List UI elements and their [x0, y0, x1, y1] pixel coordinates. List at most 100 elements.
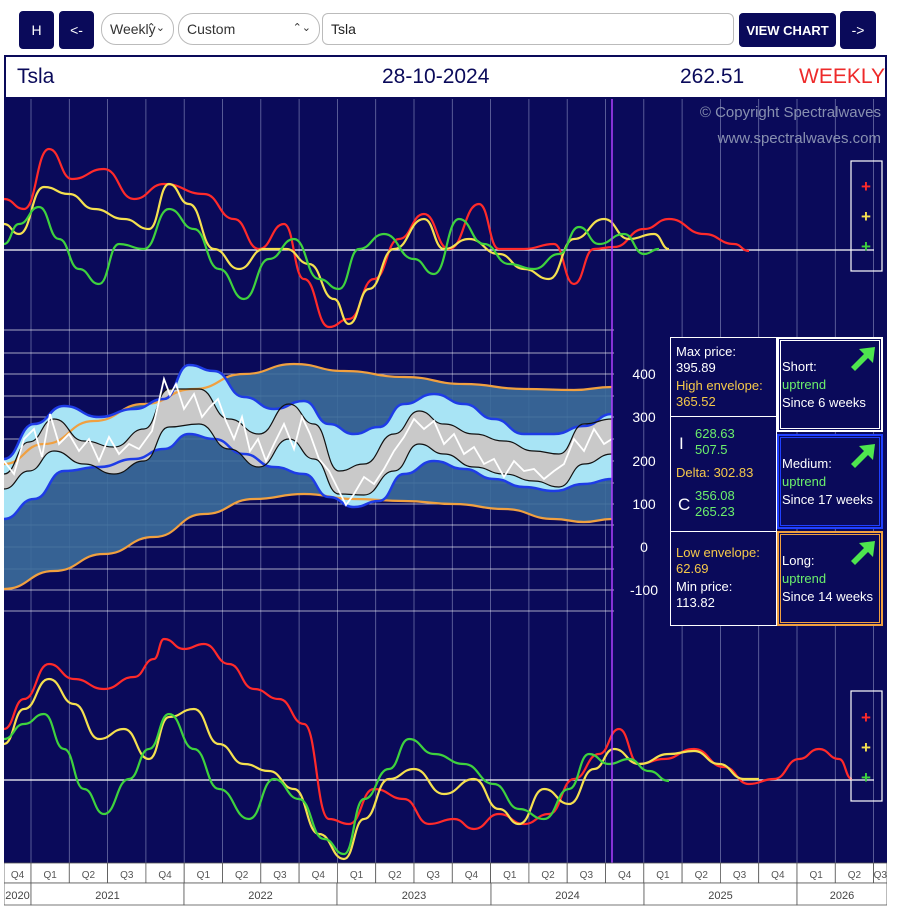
period-select-value: Weekly	[110, 21, 156, 37]
header-price: 262.51	[680, 65, 745, 88]
quarter-label: Q2	[695, 870, 709, 881]
i-value-2: 507.5	[695, 442, 728, 457]
quarter-label: Q4	[11, 870, 25, 881]
quarter-label: Q3	[733, 870, 747, 881]
top-green-line	[4, 205, 660, 301]
top-red-line	[4, 147, 750, 329]
stats-panel: Max price: 395.89 High envelope: 365.52 …	[670, 337, 777, 626]
y-tick-label: 300	[632, 409, 656, 425]
price-line	[4, 375, 613, 507]
y-tick-label: 100	[632, 496, 656, 512]
core-lower-line	[4, 423, 613, 496]
quarter-label: Q3	[426, 870, 440, 881]
trend-inner-frame	[780, 534, 880, 623]
year-label: 2024	[555, 890, 579, 902]
green-plus-icon[interactable]: +	[861, 237, 871, 256]
green-plus-icon[interactable]: +	[861, 768, 871, 787]
forward-button[interactable]: ->	[840, 11, 876, 49]
bottom-yellow-line	[4, 677, 759, 861]
quarter-label: Q3	[580, 870, 594, 881]
y-tick-label: 200	[632, 453, 656, 469]
yellow-plus-icon[interactable]: +	[861, 207, 871, 226]
quarter-label: Q4	[158, 870, 172, 881]
year-label: 2026	[830, 890, 854, 902]
top-oscillator	[4, 147, 874, 329]
trend-since: Since 6 weeks	[782, 395, 866, 410]
i-label: I	[679, 434, 684, 453]
trend-status: uptrend	[782, 571, 827, 586]
yellow-plus-icon[interactable]: +	[861, 738, 871, 757]
quarter-label: Q2	[848, 870, 862, 881]
watermark-copyright: © Copyright Spectralwaves	[700, 104, 881, 121]
range-select[interactable]: Custom ⌃⌄	[178, 13, 320, 45]
quarter-axis: Q4 Q1 Q2 Q3 Q4 Q1 Q2 Q3 Q4 Q1 Q2 Q3 Q4 Q1 Q2 Q3 Q4 Q1 Q2 Q3…	[4, 862, 887, 884]
bottom-green-line	[4, 712, 670, 856]
top-legend-box	[850, 160, 883, 272]
bottom-red-line	[4, 637, 853, 831]
high-envelope-label: High envelope:	[676, 378, 763, 393]
low-envelope-label: Low envelope:	[676, 545, 760, 560]
bottom-legend-box	[850, 690, 883, 802]
symbol-input[interactable]: Tsla	[322, 13, 734, 45]
trend-term: Short:	[782, 359, 817, 374]
bottom-legend: + + +	[850, 690, 883, 802]
trend-inner-frame	[780, 437, 880, 526]
y-axis-labels: 400 300 200 100 0 -100	[630, 366, 658, 598]
arrow-up-right-icon	[851, 444, 875, 468]
year-label: 2023	[402, 890, 426, 902]
header-symbol: Tsla	[17, 65, 55, 88]
bottom-oscillator	[4, 637, 874, 861]
delta-value: Delta: 302.83	[676, 465, 754, 480]
top-legend: + + +	[850, 160, 883, 272]
year-label: 2025	[708, 890, 732, 902]
watermark-url: www.spectralwaves.com	[717, 130, 881, 147]
year-label: 2022	[248, 890, 272, 902]
high-envelope-value: 365.52	[676, 394, 716, 409]
quarter-label: Q2	[541, 870, 555, 881]
min-price-value: 113.82	[676, 595, 715, 610]
quarter-label: Q2	[82, 870, 96, 881]
quarter-label: Q4	[465, 870, 479, 881]
trend-short: Short: uptrend Since 6 weeks	[777, 337, 883, 432]
red-plus-icon[interactable]: +	[861, 177, 871, 196]
red-plus-icon[interactable]: +	[861, 708, 871, 727]
view-chart-button[interactable]: VIEW CHART	[739, 13, 836, 47]
period-select[interactable]: Weekly ⌃⌄	[101, 13, 174, 45]
quarter-label: Q4	[771, 870, 785, 881]
trend-term: Long:	[782, 553, 815, 568]
c-value-2: 265.23	[695, 504, 735, 519]
quarter-label: Q3	[120, 870, 134, 881]
home-button[interactable]: H	[19, 11, 54, 49]
min-price-label: Min price:	[676, 579, 733, 594]
back-button[interactable]: <-	[59, 11, 94, 49]
trend-since: Since 14 weeks	[782, 589, 874, 604]
trend-term: Medium:	[782, 456, 832, 471]
max-price-value: 395.89	[676, 360, 716, 375]
year-label: 2021	[95, 890, 119, 902]
low-envelope-value: 62.69	[676, 561, 709, 576]
trend-long: Long: uptrend Since 14 weeks	[777, 531, 883, 626]
y-tick-label: 0	[640, 539, 648, 555]
symbol-input-value: Tsla	[331, 21, 356, 37]
trend-medium: Medium: uptrend Since 17 weeks	[777, 434, 883, 529]
header-bar: Tsla 28-10-2024 262.51 WEEKLY	[4, 55, 887, 99]
trend-status: uptrend	[782, 474, 827, 489]
stats-divider	[671, 531, 776, 532]
header-period: WEEKLY	[799, 65, 885, 88]
max-price-label: Max price:	[676, 344, 736, 359]
low-envelope-line	[4, 492, 613, 591]
quarter-label: Q3	[874, 870, 887, 881]
chevron-updown-icon: ⌃⌄	[292, 22, 311, 34]
header-date: 28-10-2024	[382, 65, 490, 88]
trend-status: uptrend	[782, 377, 827, 392]
quarter-label: Q3	[273, 870, 287, 881]
band-lower-line	[4, 432, 613, 521]
top-yellow-line	[4, 182, 670, 326]
quarter-label: Q1	[350, 870, 364, 881]
quarter-label: Q1	[503, 870, 517, 881]
i-value-1: 628.63	[695, 426, 735, 441]
chevron-updown-icon: ⌃⌄	[146, 22, 165, 34]
quarter-label: Q1	[656, 870, 670, 881]
y-tick-label: 400	[632, 366, 656, 382]
quarter-label: Q1	[197, 870, 211, 881]
